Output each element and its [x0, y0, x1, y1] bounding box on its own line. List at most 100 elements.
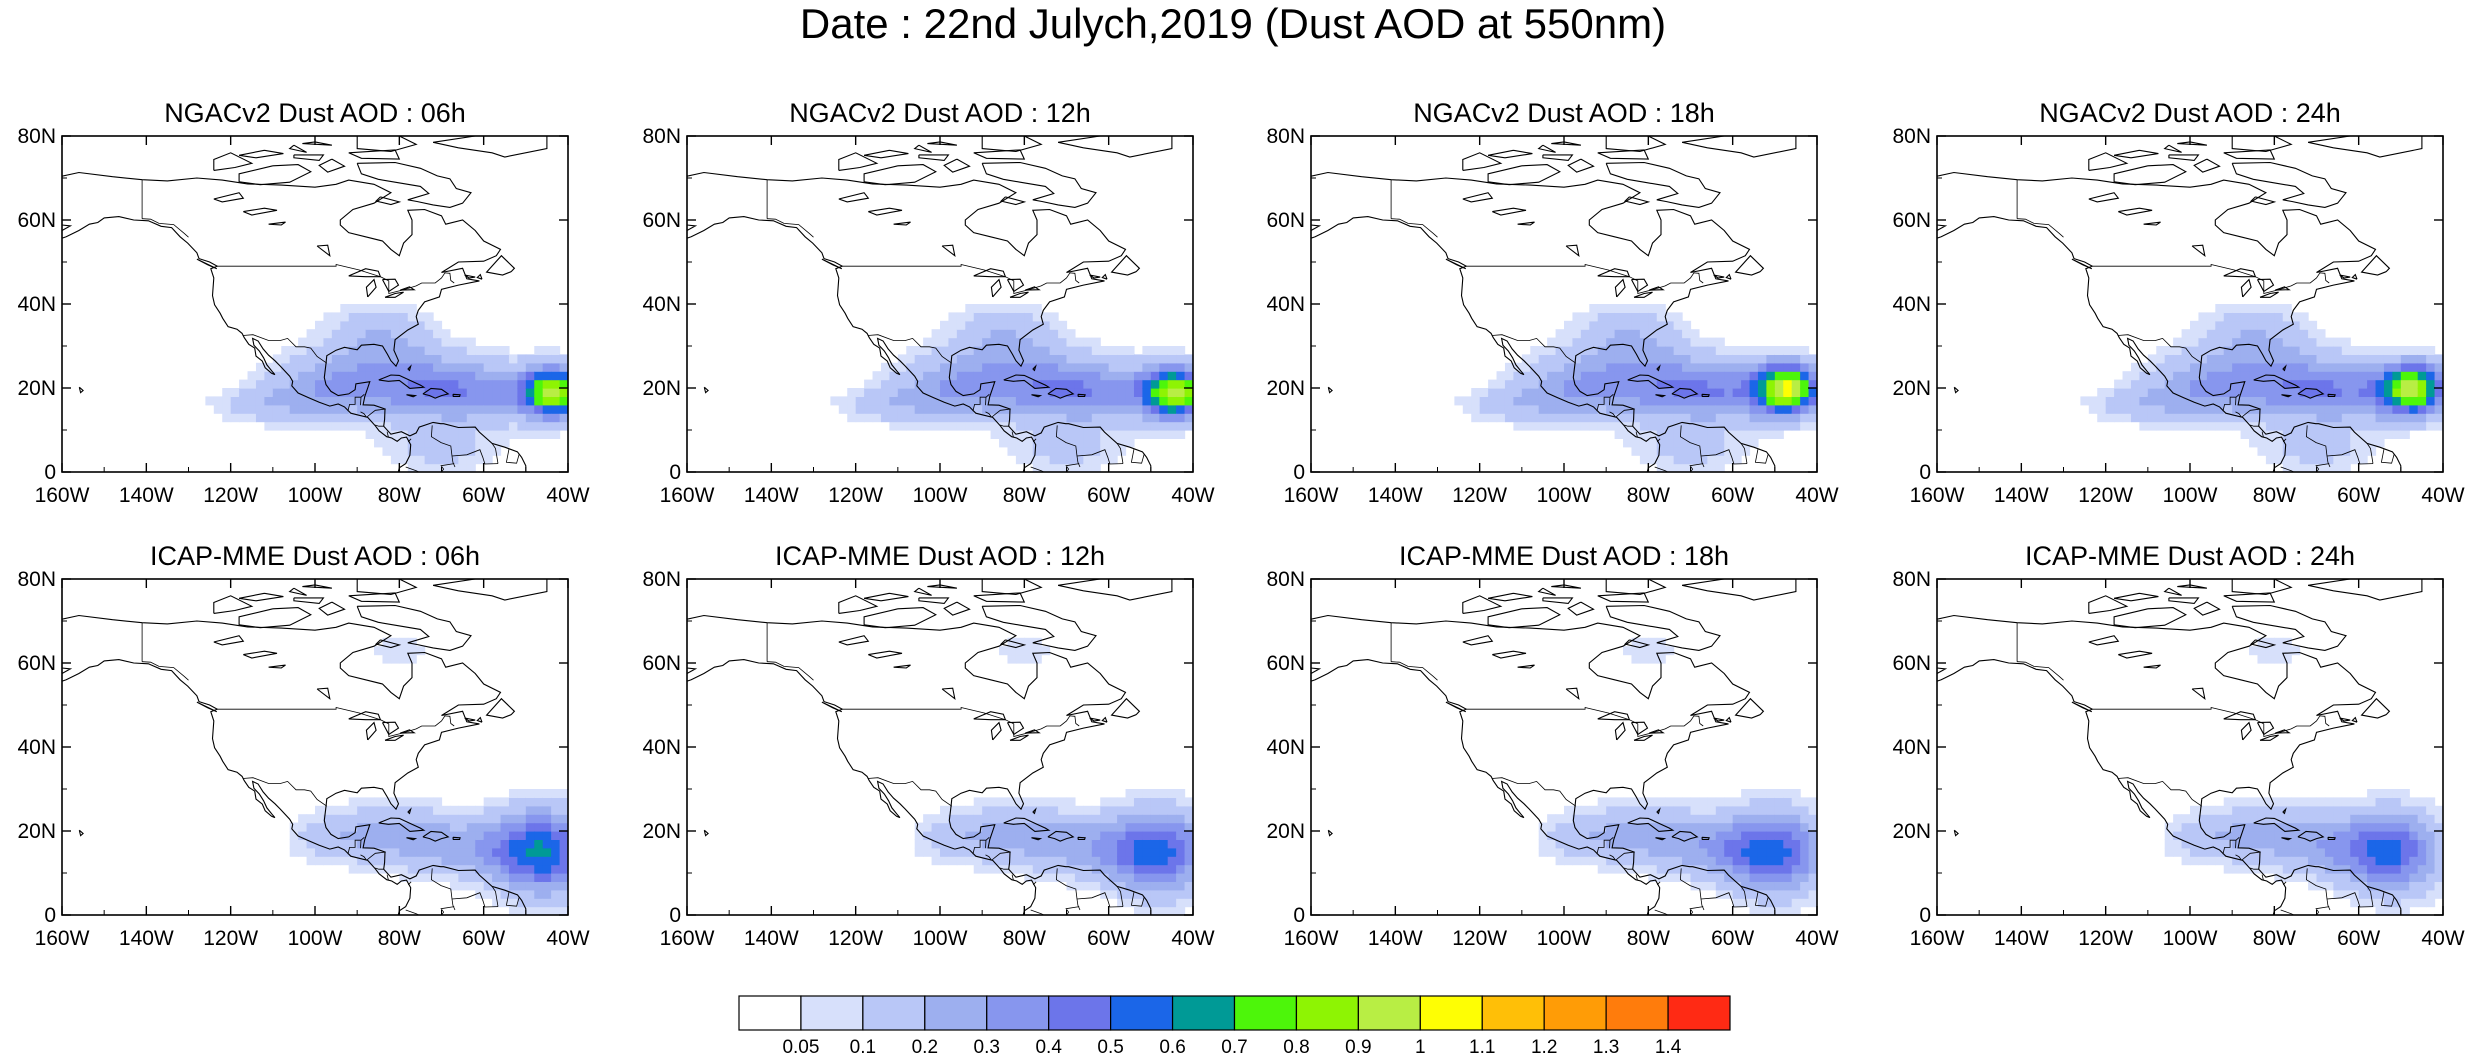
- aod-field: [289, 637, 568, 915]
- colorbar-level-label: 0.2: [912, 1037, 938, 1056]
- lat-tick-label: 40N: [17, 293, 56, 316]
- lon-tick-label: 120W: [828, 927, 883, 950]
- lon-tick-label: 40W: [546, 484, 589, 507]
- lon-tick-label: 160W: [35, 484, 90, 507]
- lon-tick-label: 140W: [744, 927, 799, 950]
- lon-tick-label: 60W: [1711, 484, 1754, 507]
- lat-tick-label: 80N: [1892, 568, 1931, 591]
- country-borders: [141, 179, 520, 472]
- colorbar-box: [1543, 995, 1607, 1031]
- lat-tick-label: 80N: [1266, 125, 1305, 148]
- lat-tick-label: 60N: [1892, 652, 1931, 675]
- map-panel: ICAP-MME Dust AOD : 12h 160W 140W 120W 100W 8…: [642, 541, 1214, 950]
- colorbar-box: [1295, 995, 1359, 1031]
- colorbar-level-label: 0.4: [1035, 1037, 1062, 1056]
- lon-tick-label: 100W: [1537, 927, 1592, 950]
- lon-tick-label: 40W: [1795, 484, 1838, 507]
- colorbar-level-label: 1.4: [1655, 1037, 1682, 1056]
- country-borders: [2016, 179, 2395, 472]
- colorbar-level-label: 1.1: [1469, 1037, 1495, 1056]
- coastlines: [687, 136, 1173, 472]
- colorbar-level-label: 1.2: [1531, 1037, 1557, 1056]
- lat-tick-label: 60N: [1892, 209, 1931, 232]
- lon-tick-label: 140W: [119, 927, 174, 950]
- lon-tick-label: 40W: [1171, 484, 1214, 507]
- lon-tick-label: 80W: [2253, 484, 2296, 507]
- lon-tick-label: 140W: [1368, 927, 1423, 950]
- aod-field: [1538, 637, 1817, 915]
- lat-tick-label: 80N: [17, 125, 56, 148]
- lon-tick-label: 120W: [2078, 484, 2133, 507]
- lon-tick-label: 60W: [462, 484, 505, 507]
- colorbar-level-label: 0.8: [1283, 1037, 1309, 1056]
- panel-title: ICAP-MME Dust AOD : 24h: [2025, 541, 2355, 571]
- coastlines: [62, 136, 548, 472]
- lon-tick-label: 100W: [1537, 484, 1592, 507]
- lat-tick-label: 0: [669, 461, 681, 484]
- aod-field: [914, 637, 1193, 915]
- lon-tick-label: 160W: [660, 484, 715, 507]
- lat-tick-label: 40N: [17, 736, 56, 759]
- map-panel: ICAP-MME Dust AOD : 18h 160W 140W 120W 100W 8…: [1266, 541, 1838, 950]
- colorbar-box: [1667, 995, 1731, 1031]
- colorbar-level-label: 0.05: [782, 1037, 819, 1056]
- lon-tick-label: 80W: [1627, 484, 1670, 507]
- lat-tick-label: 20N: [17, 377, 56, 400]
- colorbar-box: [1481, 995, 1545, 1031]
- panel-title: NGACv2 Dust AOD : 24h: [2039, 98, 2341, 128]
- colorbar-box: [1110, 995, 1174, 1031]
- colorbar-level-label: 1.3: [1593, 1037, 1619, 1056]
- lon-tick-label: 80W: [1003, 927, 1046, 950]
- lat-tick-label: 80N: [1892, 125, 1931, 148]
- country-borders: [1390, 622, 1769, 915]
- lon-tick-label: 60W: [2337, 484, 2380, 507]
- coastlines: [1937, 136, 2423, 472]
- aod-field: [1454, 304, 1817, 472]
- lon-tick-label: 160W: [1284, 484, 1339, 507]
- colorbar-box: [800, 995, 864, 1031]
- lon-tick-label: 80W: [1627, 927, 1670, 950]
- lat-tick-label: 0: [1919, 904, 1931, 927]
- lon-tick-label: 100W: [913, 484, 968, 507]
- lat-tick-label: 0: [44, 904, 56, 927]
- panel-title: NGACv2 Dust AOD : 12h: [789, 98, 1091, 128]
- colorbar-box: [1357, 995, 1421, 1031]
- colorbar-box: [862, 995, 926, 1031]
- lon-tick-label: 40W: [546, 927, 589, 950]
- lon-tick-label: 60W: [1087, 484, 1130, 507]
- colorbar-box: [1233, 995, 1298, 1031]
- lat-tick-label: 0: [1919, 461, 1931, 484]
- lon-tick-label: 120W: [1452, 927, 1507, 950]
- colorbar-box: [924, 995, 988, 1031]
- coastlines: [687, 579, 1173, 915]
- lat-tick-label: 60N: [642, 652, 681, 675]
- map-panel: NGACv2 Dust AOD : 12h 160W 140W 120W 100W 80W…: [642, 98, 1214, 507]
- lat-tick-label: 20N: [642, 377, 681, 400]
- lon-tick-label: 60W: [2337, 927, 2380, 950]
- lon-tick-label: 160W: [660, 927, 715, 950]
- lon-tick-label: 120W: [2078, 927, 2133, 950]
- lon-tick-label: 140W: [1994, 927, 2049, 950]
- lon-tick-label: 40W: [2421, 484, 2464, 507]
- lat-tick-label: 20N: [1892, 377, 1931, 400]
- lat-tick-label: 80N: [17, 568, 56, 591]
- colorbar-level-label: 1: [1415, 1037, 1426, 1056]
- lat-tick-label: 20N: [1266, 377, 1305, 400]
- lat-tick-label: 20N: [1892, 820, 1931, 843]
- lon-tick-label: 80W: [1003, 484, 1046, 507]
- lon-tick-label: 140W: [1368, 484, 1423, 507]
- colorbar-box: [1048, 995, 1112, 1031]
- lon-tick-label: 120W: [203, 484, 258, 507]
- aod-field: [2164, 637, 2443, 915]
- lat-tick-label: 0: [1293, 904, 1305, 927]
- lon-tick-label: 160W: [1910, 927, 1965, 950]
- lon-tick-label: 120W: [1452, 484, 1507, 507]
- lon-tick-label: 80W: [378, 927, 421, 950]
- lon-tick-label: 140W: [119, 484, 174, 507]
- lon-tick-label: 160W: [1284, 927, 1339, 950]
- lon-tick-label: 40W: [2421, 927, 2464, 950]
- country-borders: [2016, 622, 2395, 915]
- lon-tick-label: 80W: [2253, 927, 2296, 950]
- country-borders: [141, 622, 520, 915]
